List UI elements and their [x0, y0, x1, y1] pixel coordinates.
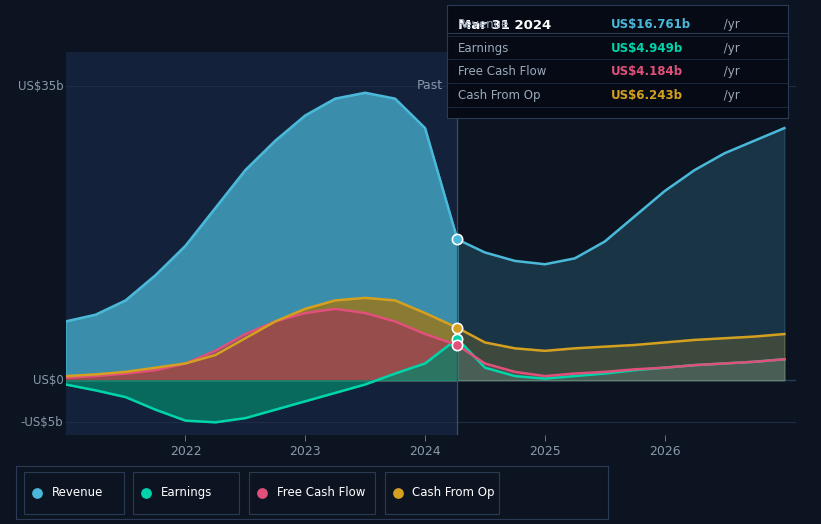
Text: Free Cash Flow: Free Cash Flow [277, 486, 365, 499]
Point [391, 488, 404, 497]
Text: Earnings: Earnings [457, 41, 509, 54]
Text: /yr: /yr [720, 65, 740, 78]
Text: /yr: /yr [720, 18, 740, 31]
Text: US$35b: US$35b [18, 80, 63, 93]
Text: US$4.949b: US$4.949b [611, 41, 683, 54]
Text: /yr: /yr [720, 41, 740, 54]
Point [451, 334, 464, 343]
Text: -US$5b: -US$5b [21, 416, 63, 429]
Point [30, 488, 44, 497]
Text: /yr: /yr [720, 89, 740, 102]
Text: US$16.761b: US$16.761b [611, 18, 691, 31]
Point [140, 488, 153, 497]
Text: Free Cash Flow: Free Cash Flow [457, 65, 546, 78]
Text: Revenue: Revenue [457, 18, 509, 31]
Point [451, 324, 464, 332]
Point [451, 341, 464, 350]
Bar [66, 52, 457, 435]
Point [255, 488, 268, 497]
Text: Analysts Forecasts: Analysts Forecasts [472, 79, 588, 92]
Text: Past: Past [417, 79, 443, 92]
Text: Mar 31 2024: Mar 31 2024 [457, 19, 551, 32]
Text: US$4.184b: US$4.184b [611, 65, 683, 78]
Text: US$6.243b: US$6.243b [611, 89, 683, 102]
Bar [457, 52, 796, 435]
Text: Cash From Op: Cash From Op [412, 486, 495, 499]
Text: Cash From Op: Cash From Op [457, 89, 540, 102]
Point [451, 235, 464, 244]
Text: US$0: US$0 [33, 374, 63, 387]
Text: Earnings: Earnings [161, 486, 213, 499]
Text: Revenue: Revenue [52, 486, 103, 499]
